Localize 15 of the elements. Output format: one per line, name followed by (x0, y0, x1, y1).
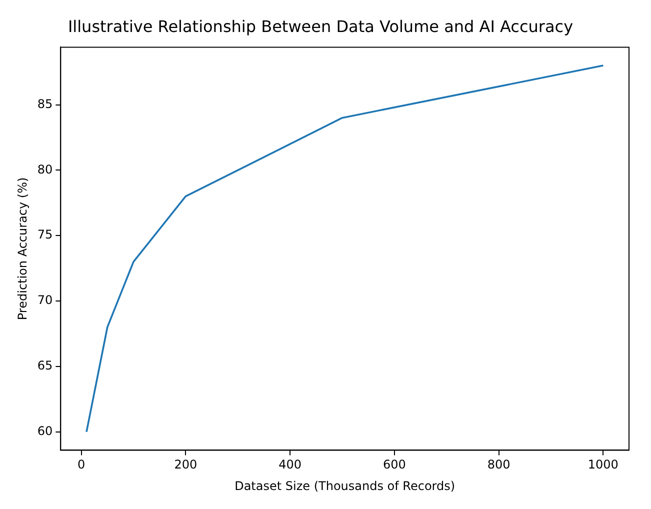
x-axis-title: Dataset Size (Thousands of Records) (234, 478, 456, 493)
y-tick-label: 70 (37, 293, 53, 308)
y-tick-label: 60 (37, 424, 53, 438)
y-tick-label: 80 (37, 162, 53, 176)
y-tick-label: 75 (37, 228, 53, 242)
y-tick-label: 85 (37, 96, 53, 111)
x-tick-label: 400 (278, 458, 302, 472)
x-tick-label: 200 (174, 458, 198, 472)
x-tick-label: 600 (382, 458, 406, 472)
x-tick-label: 0 (77, 458, 86, 472)
y-tick-label: 65 (37, 358, 53, 373)
x-tick-label: 1000 (588, 458, 618, 472)
chart-title: Illustrative Relationship Between Data Volume and AI Accuracy (68, 16, 574, 36)
y-axis-title: Prediction Accuracy (%) (15, 177, 30, 320)
x-tick-label: 800 (487, 458, 510, 472)
